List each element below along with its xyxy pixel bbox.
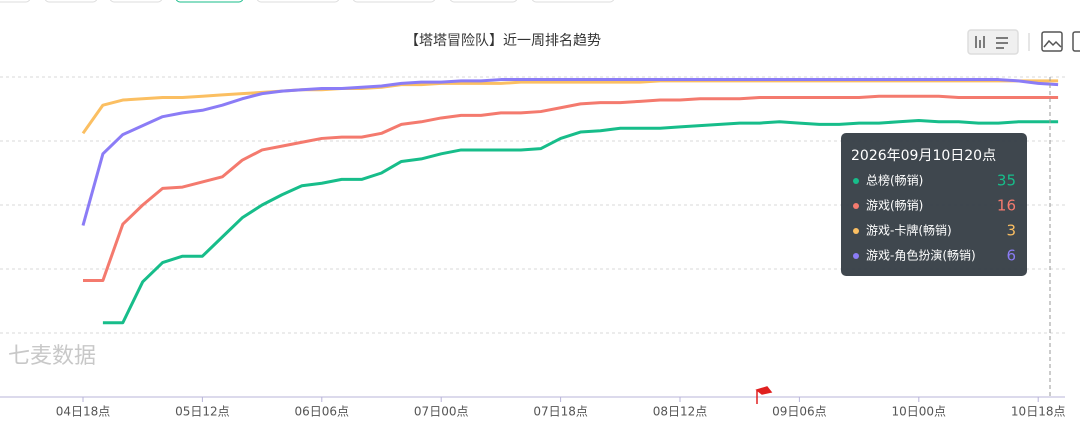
tab[interactable]	[256, 0, 340, 3]
x-tick-label: 10日18点	[1011, 405, 1066, 419]
series-line	[102, 119, 1059, 325]
x-tick-label: 07日18点	[533, 405, 588, 419]
tab[interactable]	[175, 0, 244, 3]
tooltip-value: 16	[997, 197, 1016, 215]
tooltip-series-name: 游戏(畅销)	[866, 199, 923, 213]
tab[interactable]	[449, 0, 518, 3]
tab[interactable]	[44, 0, 98, 3]
tooltip-value: 6	[1006, 247, 1016, 265]
tooltip-dot	[853, 253, 859, 259]
tab[interactable]	[531, 0, 615, 3]
tooltip-value: 3	[1006, 222, 1016, 240]
x-tick-label: 05日12点	[175, 405, 230, 419]
top-tabs	[0, 0, 615, 3]
x-tick-label: 09日06点	[772, 405, 827, 419]
icon	[1043, 39, 1062, 48]
tooltip-value: 35	[997, 172, 1016, 190]
tooltip-title: 2026年09月10日20点	[851, 148, 996, 164]
x-tick-label: 08日12点	[653, 405, 708, 419]
tooltip-dot	[853, 178, 859, 184]
x-tick-label: 04日18点	[56, 405, 111, 419]
x-tick-label: 10日00点	[892, 405, 947, 419]
tab[interactable]	[109, 0, 163, 3]
other-icon[interactable]	[1072, 31, 1080, 52]
tooltip-series-name: 游戏-角色扮演(畅销)	[866, 248, 976, 263]
tooltip-box	[841, 133, 1027, 276]
tab[interactable]	[0, 0, 31, 3]
icon	[975, 36, 1008, 49]
tab[interactable]	[352, 0, 436, 3]
tooltip-dot	[853, 203, 859, 209]
x-tick-label: 06日06点	[295, 405, 350, 419]
event-flag[interactable]	[755, 386, 773, 404]
watermark: 七麦数据	[8, 344, 96, 369]
toolbar	[967, 29, 1080, 55]
series-line	[81, 78, 1059, 226]
save-image-icon[interactable]	[1041, 31, 1063, 52]
x-tick-label: 07日00点	[414, 405, 469, 419]
chart-title: 【塔塔冒险队】近一周排名趋势	[405, 33, 601, 49]
series-line	[83, 94, 1059, 283]
plot: 04日18点 05日12点 06日06点 07日00点 07日18点 08日12点 09日0…	[0, 76, 1066, 419]
tooltip-series-name: 总榜(畅销)	[866, 173, 923, 188]
tooltip-series-name: 游戏-卡牌(畅销)	[866, 224, 952, 238]
tooltip-dot	[853, 228, 859, 234]
